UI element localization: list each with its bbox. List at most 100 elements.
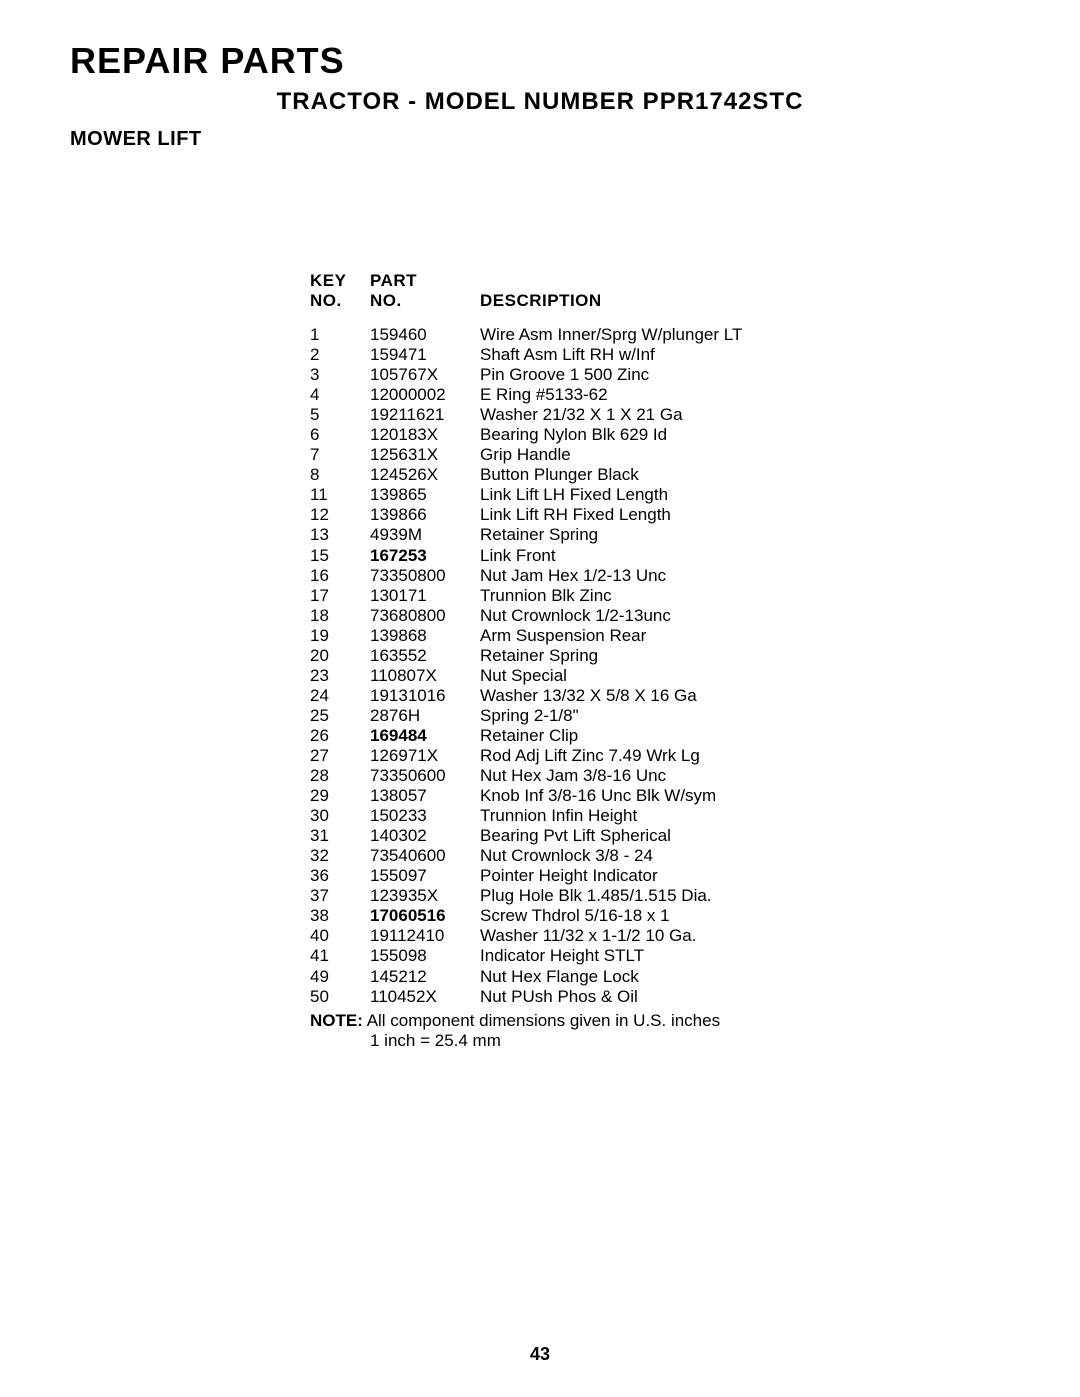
cell-desc: Pointer Height Indicator <box>480 866 850 886</box>
cell-key: 40 <box>310 926 370 946</box>
page-container: REPAIR PARTS TRACTOR - MODEL NUMBER PPR1… <box>0 0 1080 1052</box>
cell-key: 28 <box>310 766 370 786</box>
cell-part: 19131016 <box>370 686 480 706</box>
table-row: 2419131016Washer 13/32 X 5/8 X 16 Ga <box>310 686 850 706</box>
note-label: NOTE: <box>310 1011 363 1030</box>
cell-desc: Plug Hole Blk 1.485/1.515 Dia. <box>480 886 850 906</box>
table-row: 3273540600Nut Crownlock 3/8 - 24 <box>310 846 850 866</box>
cell-desc: Wire Asm Inner/Sprg W/plunger LT <box>480 325 850 345</box>
table-row: 30150233Trunnion Infin Height <box>310 806 850 826</box>
cell-key: 13 <box>310 525 370 545</box>
note-line1: NOTE: All component dimensions given in … <box>310 1011 850 1032</box>
table-row: 26169484Retainer Clip <box>310 726 850 746</box>
cell-part: 150233 <box>370 806 480 826</box>
cell-desc: Nut Jam Hex 1/2-13 Unc <box>480 566 850 586</box>
table-row: 23110807XNut Special <box>310 666 850 686</box>
cell-key: 23 <box>310 666 370 686</box>
table-row: 1673350800Nut Jam Hex 1/2-13 Unc <box>310 566 850 586</box>
cell-key: 12 <box>310 505 370 525</box>
cell-desc: Washer 11/32 x 1-1/2 10 Ga. <box>480 926 850 946</box>
cell-key: 49 <box>310 967 370 987</box>
table-row: 2159471Shaft Asm Lift RH w/Inf <box>310 345 850 365</box>
table-row: 49145212Nut Hex Flange Lock <box>310 967 850 987</box>
cell-desc: Button Plunger Black <box>480 465 850 485</box>
cell-desc: Retainer Clip <box>480 726 850 746</box>
cell-desc: Retainer Spring <box>480 525 850 545</box>
cell-part: 73540600 <box>370 846 480 866</box>
table-row: 20163552Retainer Spring <box>310 646 850 666</box>
cell-desc: Screw Thdrol 5/16-18 x 1 <box>480 906 850 926</box>
cell-desc: Nut Crownlock 3/8 - 24 <box>480 846 850 866</box>
table-row: 4019112410Washer 11/32 x 1-1/2 10 Ga. <box>310 926 850 946</box>
cell-desc: Nut Hex Flange Lock <box>480 967 850 987</box>
cell-part: 73350800 <box>370 566 480 586</box>
cell-part: 19211621 <box>370 405 480 425</box>
table-row: 11139865Link Lift LH Fixed Length <box>310 485 850 505</box>
cell-part: 12000002 <box>370 385 480 405</box>
cell-key: 11 <box>310 485 370 505</box>
section-title: MOWER LIFT <box>70 128 1010 151</box>
table-row: 37123935XPlug Hole Blk 1.485/1.515 Dia. <box>310 886 850 906</box>
table-row: 1873680800Nut Crownlock 1/2-13unc <box>310 606 850 626</box>
cell-desc: Link Lift LH Fixed Length <box>480 485 850 505</box>
cell-key: 18 <box>310 606 370 626</box>
cell-part: 124526X <box>370 465 480 485</box>
col-header-part-line1: PART <box>370 271 480 291</box>
table-row: 12139866Link Lift RH Fixed Length <box>310 505 850 525</box>
cell-key: 16 <box>310 566 370 586</box>
main-title: REPAIR PARTS <box>70 40 1010 82</box>
table-row: 31140302Bearing Pvt Lift Spherical <box>310 826 850 846</box>
cell-key: 31 <box>310 826 370 846</box>
cell-desc: Nut Crownlock 1/2-13unc <box>480 606 850 626</box>
cell-key: 50 <box>310 987 370 1007</box>
col-header-key-line1: KEY <box>310 271 370 291</box>
cell-desc: Link Front <box>480 546 850 566</box>
cell-part: 19112410 <box>370 926 480 946</box>
cell-part: 17060516 <box>370 906 480 926</box>
col-header-desc: DESCRIPTION <box>480 271 850 311</box>
cell-part: 73350600 <box>370 766 480 786</box>
table-row: 41155098Indicator Height STLT <box>310 946 850 966</box>
table-body: 1159460Wire Asm Inner/Sprg W/plunger LT2… <box>310 325 850 1007</box>
col-header-part: PART NO. <box>370 271 480 311</box>
cell-part: 139865 <box>370 485 480 505</box>
table-row: 519211621Washer 21/32 X 1 X 21 Ga <box>310 405 850 425</box>
cell-key: 30 <box>310 806 370 826</box>
cell-key: 3 <box>310 365 370 385</box>
cell-part: 126971X <box>370 746 480 766</box>
cell-desc: Pin Groove 1 500 Zinc <box>480 365 850 385</box>
cell-key: 26 <box>310 726 370 746</box>
cell-key: 29 <box>310 786 370 806</box>
cell-part: 120183X <box>370 425 480 445</box>
col-header-key: KEY NO. <box>310 271 370 311</box>
cell-part: 155097 <box>370 866 480 886</box>
cell-part: 145212 <box>370 967 480 987</box>
cell-key: 7 <box>310 445 370 465</box>
cell-key: 4 <box>310 385 370 405</box>
table-row: 50110452XNut PUsh Phos & Oil <box>310 987 850 1007</box>
table-row: 8124526XButton Plunger Black <box>310 465 850 485</box>
table-row: 3105767XPin Groove 1 500 Zinc <box>310 365 850 385</box>
parts-table: KEY NO. PART NO. DESCRIPTION 1159460Wire… <box>310 271 850 1052</box>
cell-key: 25 <box>310 706 370 726</box>
table-row: 252876HSpring 2-1/8" <box>310 706 850 726</box>
cell-desc: Trunnion Infin Height <box>480 806 850 826</box>
cell-key: 37 <box>310 886 370 906</box>
cell-desc: Bearing Pvt Lift Spherical <box>480 826 850 846</box>
cell-part: 139866 <box>370 505 480 525</box>
cell-part: 155098 <box>370 946 480 966</box>
cell-desc: Nut PUsh Phos & Oil <box>480 987 850 1007</box>
cell-key: 2 <box>310 345 370 365</box>
cell-part: 138057 <box>370 786 480 806</box>
cell-part: 73680800 <box>370 606 480 626</box>
cell-desc: Link Lift RH Fixed Length <box>480 505 850 525</box>
table-row: 6120183XBearing Nylon Blk 629 Id <box>310 425 850 445</box>
cell-key: 24 <box>310 686 370 706</box>
cell-desc: Washer 21/32 X 1 X 21 Ga <box>480 405 850 425</box>
cell-key: 8 <box>310 465 370 485</box>
cell-desc: Washer 13/32 X 5/8 X 16 Ga <box>480 686 850 706</box>
table-row: 29138057Knob Inf 3/8-16 Unc Blk W/sym <box>310 786 850 806</box>
cell-desc: Trunnion Blk Zinc <box>480 586 850 606</box>
cell-key: 41 <box>310 946 370 966</box>
cell-part: 163552 <box>370 646 480 666</box>
